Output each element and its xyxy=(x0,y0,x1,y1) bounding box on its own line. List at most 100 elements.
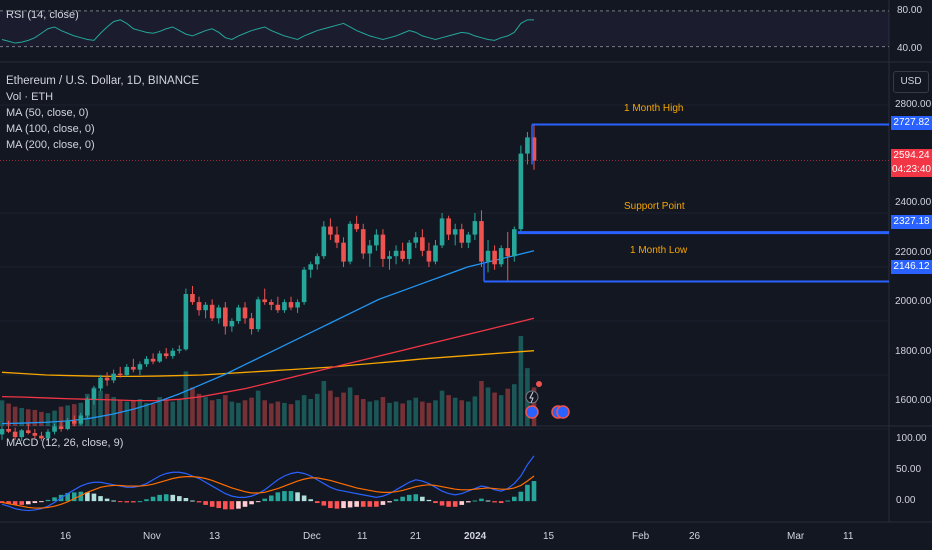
candle-body xyxy=(439,218,445,246)
volume-bar xyxy=(242,400,248,426)
volume-bar xyxy=(216,399,222,426)
candle-body xyxy=(117,373,123,375)
rsi-level-40: 40.00 xyxy=(897,43,923,54)
indicator-ma200[interactable]: MA (200, close, 0) xyxy=(6,139,95,151)
low-price-box: 2146.12 xyxy=(891,260,932,274)
rsi-line xyxy=(1,19,534,44)
volume-bar xyxy=(163,400,169,426)
candle-body xyxy=(446,218,451,235)
price-tick-2800: 2800.00 xyxy=(895,99,932,110)
candle-body xyxy=(131,366,136,370)
candle-body xyxy=(466,234,471,243)
volume-bar xyxy=(288,404,294,426)
time-tick-26: 26 xyxy=(689,531,701,542)
macd-histogram-bar xyxy=(400,496,405,502)
macd-histogram-bar xyxy=(268,495,274,502)
candle-body xyxy=(413,237,419,243)
macd-histogram-bar xyxy=(531,481,537,502)
volume-bar xyxy=(25,409,31,426)
macd-histogram-bar xyxy=(472,500,478,502)
price-tick-2400: 2400.00 xyxy=(895,197,932,208)
us-flag-event-icon-3[interactable] xyxy=(556,405,570,419)
macd-signal-line xyxy=(1,475,535,509)
macd-histogram-bar xyxy=(413,494,419,502)
macd-histogram-bar xyxy=(518,491,524,502)
volume-bar xyxy=(472,396,478,426)
volume-bar xyxy=(275,401,281,426)
macd-histogram-bar xyxy=(242,501,248,507)
month-low-label: 1 Month Low xyxy=(630,245,688,256)
candle-body xyxy=(321,226,327,257)
indicator-ma100[interactable]: MA (100, close, 0) xyxy=(6,123,95,135)
volume-bar xyxy=(479,381,484,426)
price-tick-1600: 1600.00 xyxy=(895,395,932,406)
volume-bar xyxy=(347,387,353,426)
alert-dot-icon xyxy=(536,381,542,387)
candle-body xyxy=(433,245,438,262)
annotation-layer xyxy=(483,123,889,283)
volume-bar xyxy=(406,400,412,426)
panel-borders xyxy=(0,0,932,523)
candle-body xyxy=(498,248,504,265)
volume-bar xyxy=(0,400,5,426)
candle-body xyxy=(177,349,182,351)
macd-histogram-bar xyxy=(216,501,222,509)
candle-body xyxy=(426,250,432,262)
lightning-glyph xyxy=(529,391,534,404)
volume-bar xyxy=(420,401,425,426)
candle-body xyxy=(6,429,11,432)
candle-body xyxy=(354,223,359,230)
indicator-ma50[interactable]: MA (50, close, 0) xyxy=(6,107,89,119)
lightning-icon[interactable] xyxy=(525,390,539,404)
candle-body xyxy=(511,229,517,257)
candle-body xyxy=(295,302,300,308)
macd-histogram-bar xyxy=(439,501,445,506)
volume-bar xyxy=(459,400,465,426)
volume-bar xyxy=(393,401,399,426)
macd-histogram-bar xyxy=(111,500,116,502)
volume-bar xyxy=(439,390,445,426)
candle-body xyxy=(12,431,18,438)
macd-histogram-bar xyxy=(203,501,208,505)
volume-bar xyxy=(360,399,366,426)
macd-histogram-bar xyxy=(117,501,123,503)
macd-histogram-bar xyxy=(32,501,38,504)
candle-body xyxy=(58,426,64,429)
event-icons[interactable] xyxy=(525,381,570,419)
rsi-level-80: 80.00 xyxy=(897,5,923,16)
macd-histogram-bar xyxy=(131,501,136,503)
macd-histogram-bar xyxy=(492,501,497,503)
indicator-volume[interactable]: Vol · ETH xyxy=(6,91,54,103)
candle-body xyxy=(157,353,162,362)
time-tick-21: 21 xyxy=(410,531,422,542)
candle-body xyxy=(190,294,195,303)
macd-title[interactable]: MACD (12, 26, close, 9) xyxy=(6,437,124,449)
time-tick-mar: Mar xyxy=(787,531,805,542)
candle-body xyxy=(91,388,97,400)
macd-histogram-bar xyxy=(288,491,294,502)
macd-histogram-bar xyxy=(433,501,438,504)
us-flag-event-icon[interactable] xyxy=(525,405,539,419)
macd-histogram-bar xyxy=(367,501,373,507)
currency-button[interactable]: USD xyxy=(893,71,929,93)
volume-bar xyxy=(236,402,241,426)
volume-bar xyxy=(131,400,136,426)
candle-body xyxy=(229,321,235,327)
candle-body xyxy=(308,264,313,270)
macd-histogram-bar xyxy=(19,501,25,505)
candle-body xyxy=(216,307,222,319)
volume-bar xyxy=(196,393,202,426)
candle-body xyxy=(288,302,294,308)
volume-bar xyxy=(511,384,517,426)
macd-histogram-bar xyxy=(157,494,162,502)
rsi-band xyxy=(0,10,889,47)
candle-body xyxy=(393,250,399,257)
candle-body xyxy=(525,137,530,154)
rsi-title: RSI (14, close) xyxy=(6,9,79,21)
symbol-title[interactable]: Ethereum / U.S. Dollar, 1D, BINANCE xyxy=(6,75,200,87)
macd-histogram-bar xyxy=(295,492,300,502)
volume-bar xyxy=(452,397,458,426)
macd-histogram-bar xyxy=(308,499,313,502)
volume-bar xyxy=(144,402,149,426)
